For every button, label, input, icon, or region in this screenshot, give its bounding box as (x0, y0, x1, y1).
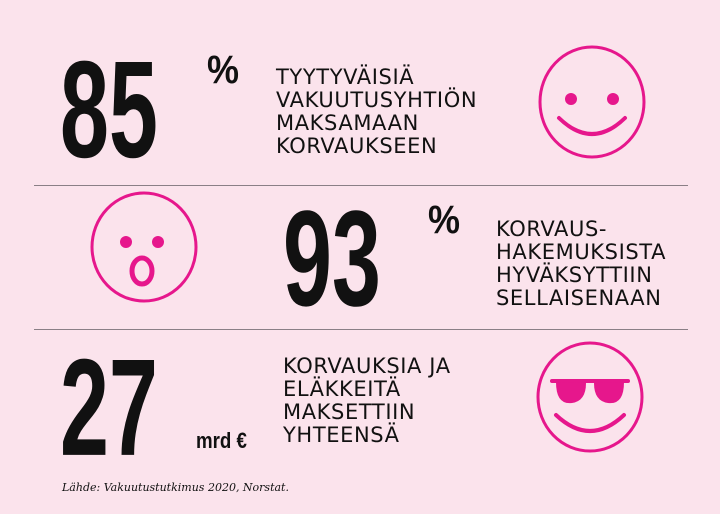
stat-number-85: 85 (60, 32, 158, 188)
percent-sign: % (428, 196, 461, 242)
desc-line: TYYTYVÄISIÄ (276, 65, 415, 89)
stat-number-27: 27 (60, 330, 158, 486)
desc-line: VAKUUTUSYHTIÖN (276, 88, 478, 112)
desc-line: ELÄKKEITÄ (283, 377, 401, 401)
percent-sign: % (207, 46, 240, 92)
desc-line: KORVAUS- (496, 217, 608, 241)
stat-description-satisfied: TYYTYVÄISIÄ VAKUUTUSYHTIÖN MAKSAMAAN KOR… (276, 66, 477, 158)
sunglasses-face-icon (534, 339, 646, 455)
desc-line: MAKSAMAAN (276, 111, 419, 135)
source-note: Lähde: Vakuutustutkimus 2020, Norstat. (62, 481, 289, 494)
stat-description-paid: KORVAUKSIA JA ELÄKKEITÄ MAKSETTIIN YHTEE… (283, 355, 451, 447)
smiley-face-icon (537, 44, 647, 160)
stat-number-93: 93 (283, 182, 381, 336)
desc-line: YHTEENSÄ (283, 423, 400, 447)
desc-line: KORVAUKSIA JA (283, 354, 451, 378)
desc-line: KORVAUKSEEN (276, 134, 438, 158)
surprised-face-icon (88, 189, 200, 305)
divider (34, 185, 688, 186)
desc-line: HYVÄKSYTTIIN (496, 263, 653, 287)
desc-line: SELLAISENAAN (496, 286, 662, 310)
desc-line: MAKSETTIIN (283, 400, 416, 424)
divider (34, 329, 688, 330)
desc-line: HAKEMUKSISTA (496, 240, 667, 264)
stat-description-approved: KORVAUS- HAKEMUKSISTA HYVÄKSYTTIIN SELLA… (496, 218, 666, 310)
unit-label-mrd-eur: mrd € (196, 428, 247, 453)
